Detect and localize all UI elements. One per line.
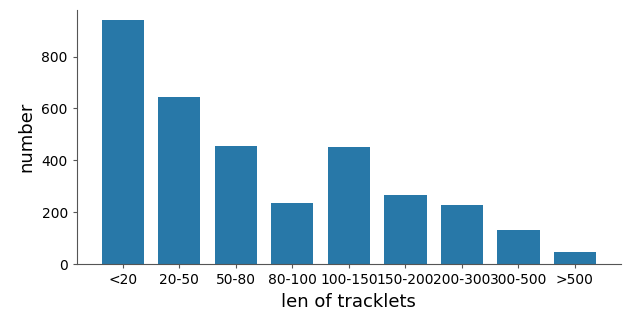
Bar bbox=[328, 147, 370, 264]
Y-axis label: number: number bbox=[18, 102, 36, 172]
Bar bbox=[214, 146, 257, 264]
Bar bbox=[554, 251, 596, 264]
X-axis label: len of tracklets: len of tracklets bbox=[282, 293, 416, 311]
Bar bbox=[158, 97, 200, 264]
Bar bbox=[441, 205, 483, 264]
Bar bbox=[271, 203, 314, 264]
Bar bbox=[384, 195, 426, 264]
Bar bbox=[102, 20, 144, 264]
Bar bbox=[497, 230, 540, 264]
